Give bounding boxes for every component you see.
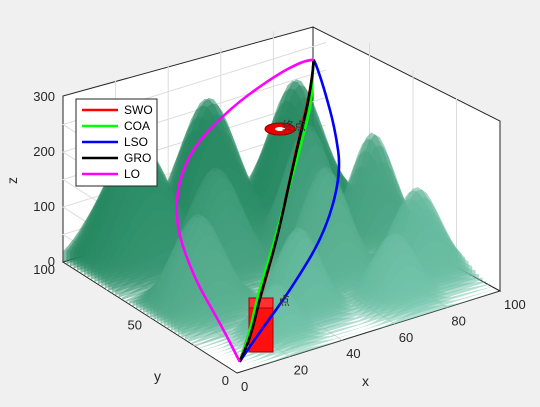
- paths: [175, 58, 341, 363]
- x-tick-label: 40: [346, 346, 360, 361]
- y-axis-label: y: [154, 368, 161, 384]
- path-lso: [238, 59, 341, 363]
- x-tick-label: 60: [399, 330, 413, 345]
- start-label: 点: [278, 294, 290, 308]
- legend-label-swo: SWO: [124, 103, 153, 117]
- y-tick-label: 50: [128, 318, 142, 333]
- x-tick-label: 20: [294, 363, 308, 378]
- x-tick-label: 80: [451, 313, 465, 328]
- legend-label-lo: LO: [124, 167, 140, 181]
- path-gro: [238, 59, 315, 363]
- goal-marker: [264, 122, 296, 136]
- z-axis-label: z: [4, 177, 20, 184]
- z-tick-label: 300: [33, 89, 55, 104]
- z-tick-label: 100: [33, 199, 55, 214]
- legend-label-lso: LSO: [124, 135, 148, 149]
- goal-ring-inner: [275, 127, 285, 131]
- goal-label: 终点: [282, 118, 306, 133]
- legend-label-gro: GRO: [124, 151, 151, 165]
- z-tick-label: 0: [48, 254, 55, 269]
- x-axis-label: x: [362, 373, 369, 389]
- legend-label-coa: COA: [124, 119, 150, 133]
- y-tick-label: 0: [222, 373, 229, 388]
- x-tick-label: 0: [241, 379, 248, 394]
- z-tick-label: 200: [33, 144, 55, 159]
- x-tick-label: 100: [504, 297, 526, 312]
- terrain-slice: [237, 290, 500, 373]
- y-tick-label: 100: [33, 262, 55, 277]
- legend: SWO COA LSO GRO LO: [75, 98, 158, 187]
- path-lo: [175, 58, 314, 363]
